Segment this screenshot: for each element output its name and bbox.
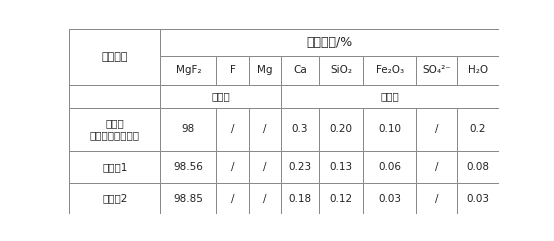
Text: 实施例2: 实施例2 bbox=[102, 194, 127, 204]
Bar bbox=[69, 183, 161, 214]
Text: /: / bbox=[230, 124, 234, 134]
Text: 0.3: 0.3 bbox=[292, 124, 309, 134]
Bar bbox=[281, 108, 319, 151]
Text: Fe₂O₃: Fe₂O₃ bbox=[376, 66, 404, 75]
Text: 0.23: 0.23 bbox=[289, 162, 312, 172]
Text: Mg: Mg bbox=[257, 66, 273, 75]
Text: /: / bbox=[263, 162, 266, 172]
Bar bbox=[363, 183, 416, 214]
Text: 特级品
（传统工艺生产）: 特级品 （传统工艺生产） bbox=[90, 118, 140, 141]
Bar bbox=[69, 29, 161, 85]
Text: 0.12: 0.12 bbox=[330, 194, 353, 204]
Bar bbox=[281, 151, 319, 183]
Bar bbox=[281, 183, 319, 214]
Bar bbox=[161, 108, 216, 151]
Text: F: F bbox=[229, 66, 235, 75]
Text: 实施例1: 实施例1 bbox=[102, 162, 127, 172]
Text: 不大于: 不大于 bbox=[381, 92, 399, 102]
Bar bbox=[319, 108, 363, 151]
Text: SO₄²⁻: SO₄²⁻ bbox=[423, 66, 451, 75]
Text: /: / bbox=[263, 194, 266, 204]
Bar bbox=[161, 183, 216, 214]
Bar bbox=[319, 56, 363, 85]
Text: 化学成分/%: 化学成分/% bbox=[306, 36, 353, 49]
Text: SiO₂: SiO₂ bbox=[330, 66, 352, 75]
Text: 0.20: 0.20 bbox=[330, 124, 353, 134]
Bar bbox=[249, 108, 281, 151]
Bar bbox=[281, 56, 319, 85]
Text: MgF₂: MgF₂ bbox=[176, 66, 201, 75]
Bar bbox=[458, 108, 499, 151]
Text: 0.06: 0.06 bbox=[378, 162, 401, 172]
Text: 98.56: 98.56 bbox=[173, 162, 203, 172]
Text: 0.10: 0.10 bbox=[378, 124, 401, 134]
Bar bbox=[161, 56, 216, 85]
Bar bbox=[69, 85, 161, 108]
Bar bbox=[416, 56, 458, 85]
Text: H₂O: H₂O bbox=[468, 66, 488, 75]
Bar bbox=[216, 56, 249, 85]
Text: 98: 98 bbox=[182, 124, 195, 134]
Text: 测试样品: 测试样品 bbox=[101, 52, 128, 62]
Bar bbox=[216, 151, 249, 183]
Bar bbox=[416, 151, 458, 183]
Bar bbox=[319, 183, 363, 214]
Bar bbox=[69, 108, 161, 151]
Text: 0.03: 0.03 bbox=[466, 194, 490, 204]
Text: /: / bbox=[230, 194, 234, 204]
Text: 0.18: 0.18 bbox=[289, 194, 312, 204]
Text: 0.2: 0.2 bbox=[470, 124, 486, 134]
Bar bbox=[249, 151, 281, 183]
Bar bbox=[416, 183, 458, 214]
Text: 0.08: 0.08 bbox=[466, 162, 490, 172]
Text: /: / bbox=[435, 124, 439, 134]
Bar bbox=[458, 56, 499, 85]
Bar bbox=[216, 183, 249, 214]
Bar bbox=[69, 151, 161, 183]
Text: 98.85: 98.85 bbox=[173, 194, 203, 204]
Text: /: / bbox=[230, 162, 234, 172]
Bar bbox=[319, 151, 363, 183]
Bar bbox=[363, 56, 416, 85]
Bar bbox=[161, 151, 216, 183]
Bar bbox=[216, 108, 249, 151]
Bar bbox=[161, 29, 499, 56]
Text: /: / bbox=[435, 162, 439, 172]
Text: 0.13: 0.13 bbox=[330, 162, 353, 172]
Bar bbox=[416, 108, 458, 151]
Bar bbox=[363, 151, 416, 183]
Bar bbox=[249, 183, 281, 214]
Bar bbox=[363, 108, 416, 151]
Text: Ca: Ca bbox=[293, 66, 307, 75]
Bar bbox=[249, 56, 281, 85]
Text: /: / bbox=[263, 124, 266, 134]
Text: 不小于: 不小于 bbox=[211, 92, 230, 102]
Bar bbox=[161, 85, 281, 108]
Text: 0.03: 0.03 bbox=[378, 194, 401, 204]
Bar bbox=[458, 183, 499, 214]
Text: /: / bbox=[435, 194, 439, 204]
Bar bbox=[458, 151, 499, 183]
Bar bbox=[281, 85, 499, 108]
